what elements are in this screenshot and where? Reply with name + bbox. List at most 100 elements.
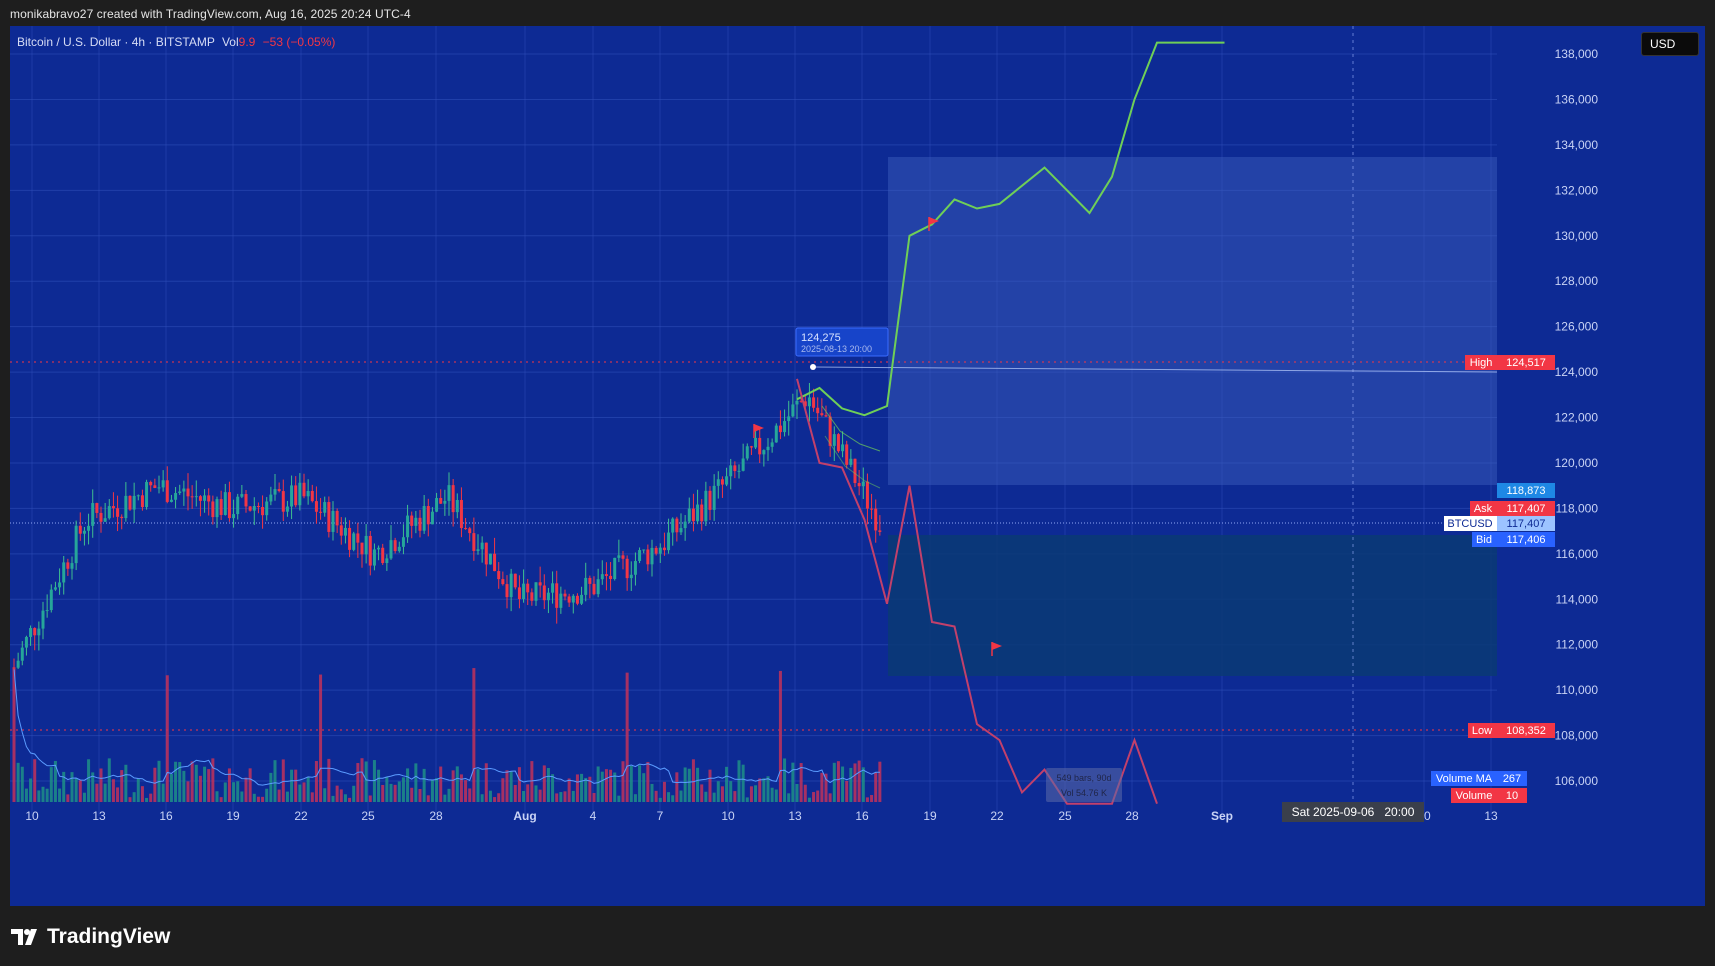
volume-bar <box>716 781 720 802</box>
volume-bar <box>339 789 343 802</box>
price-axis[interactable]: 138,000 136,000 134,000 132,000 130,000 128,0… <box>1555 47 1599 788</box>
candle-body <box>145 481 149 508</box>
volume-bar <box>836 761 840 802</box>
volume-bar <box>323 788 327 802</box>
volume-bar <box>551 774 555 802</box>
candle-body <box>712 485 716 510</box>
candle-body <box>600 574 604 580</box>
candle-body <box>273 489 277 495</box>
volume-bar <box>865 797 869 802</box>
volume-bar <box>87 759 91 802</box>
volume-bar <box>103 783 107 802</box>
candle-body <box>327 502 331 532</box>
candle-body <box>397 546 401 552</box>
candle-body <box>426 506 430 525</box>
candle-body <box>513 573 517 588</box>
volume-bar <box>327 758 331 802</box>
volume-bar <box>430 779 434 802</box>
candle-body <box>472 533 476 551</box>
volume-bar <box>236 781 240 802</box>
candle-body <box>874 508 878 531</box>
svg-text:118,873: 118,873 <box>1507 485 1546 497</box>
time-tick-label: 19 <box>923 809 937 823</box>
time-axis[interactable]: 10131619222528Aug4710131619222528Sep1013 <box>25 809 1498 823</box>
candle-body <box>679 528 683 533</box>
candle-body <box>538 582 542 586</box>
candle-body <box>29 628 33 637</box>
candle-body <box>335 510 339 526</box>
candle-body <box>174 493 178 500</box>
candle-body <box>845 444 849 465</box>
price-chart[interactable]: 124,275 2025-08-13 20:00 549 bars, 90d V… <box>10 26 1705 906</box>
candle-body <box>298 482 302 506</box>
candle-body <box>849 458 853 465</box>
volume-bar <box>517 767 521 802</box>
candle-body <box>277 489 281 492</box>
volume-bar <box>803 784 807 802</box>
volume-bar <box>211 758 215 802</box>
candle-body <box>488 553 492 565</box>
candle-body <box>219 499 223 515</box>
candle-body <box>824 415 828 417</box>
volume-bar <box>609 769 613 802</box>
candle-body <box>841 444 845 452</box>
candle-body <box>107 506 111 519</box>
time-tick-label: 16 <box>159 809 173 823</box>
candle-body <box>157 487 161 489</box>
candle-body <box>53 587 57 590</box>
volume-bar <box>124 764 128 802</box>
candle-body <box>244 494 248 507</box>
fade-line-up <box>821 405 881 452</box>
volume-bar <box>704 791 708 802</box>
volume-bar <box>269 772 273 802</box>
candle-body <box>227 492 231 519</box>
bars-info-line1: 549 bars, 90d <box>1056 773 1111 783</box>
time-tick-label: 16 <box>855 809 869 823</box>
candle-body <box>203 495 207 501</box>
volume-bar <box>58 788 62 802</box>
symbol-legend[interactable]: Bitcoin / U.S. Dollar · 4h · BITSTAMP Vo… <box>17 35 335 49</box>
candle-body <box>393 540 397 552</box>
candle-body <box>820 413 824 416</box>
volume-bar <box>555 793 559 802</box>
candle-body <box>306 490 310 497</box>
volume-bar <box>828 793 832 802</box>
volume-bar <box>749 786 753 802</box>
chart-area[interactable]: 124,275 2025-08-13 20:00 549 bars, 90d V… <box>10 26 1705 906</box>
volume-bar <box>261 796 265 802</box>
candle-body <box>455 500 459 513</box>
volume-bar <box>563 791 567 802</box>
volume-bar <box>667 792 671 802</box>
volume-bar <box>807 797 811 802</box>
volume-bar <box>662 781 666 802</box>
candle-body <box>215 499 219 518</box>
candle-body <box>646 549 650 565</box>
volume-bar <box>385 776 389 802</box>
candle-body <box>812 397 816 408</box>
volume-bar <box>186 781 190 802</box>
candle-body <box>87 525 91 531</box>
volume-bar <box>45 788 49 802</box>
candle-body <box>733 465 737 472</box>
volume-bar <box>377 769 381 802</box>
currency-button[interactable]: USD <box>1641 32 1699 56</box>
candle-body <box>683 521 687 529</box>
volume-bar <box>62 771 66 802</box>
volume-bar <box>207 769 211 802</box>
volume-bar <box>24 788 28 802</box>
low-value: 108,352 <box>1506 725 1546 737</box>
candle-body <box>758 437 762 455</box>
candle-body <box>621 555 625 559</box>
volume-bar <box>725 766 729 802</box>
flag-marker-3 <box>991 642 1002 656</box>
price-tick-label: 138,000 <box>1555 47 1599 61</box>
volume-bar <box>194 764 198 802</box>
price-tick-label: 124,000 <box>1555 365 1599 379</box>
volume-bar <box>633 794 637 802</box>
chart-caption: monikabravo27 created with TradingView.c… <box>10 7 411 21</box>
candle-body <box>720 479 724 485</box>
volume-bar <box>319 674 323 802</box>
projection-down-line <box>796 378 1158 805</box>
candle-body <box>617 555 621 558</box>
volume-bar <box>190 761 194 802</box>
